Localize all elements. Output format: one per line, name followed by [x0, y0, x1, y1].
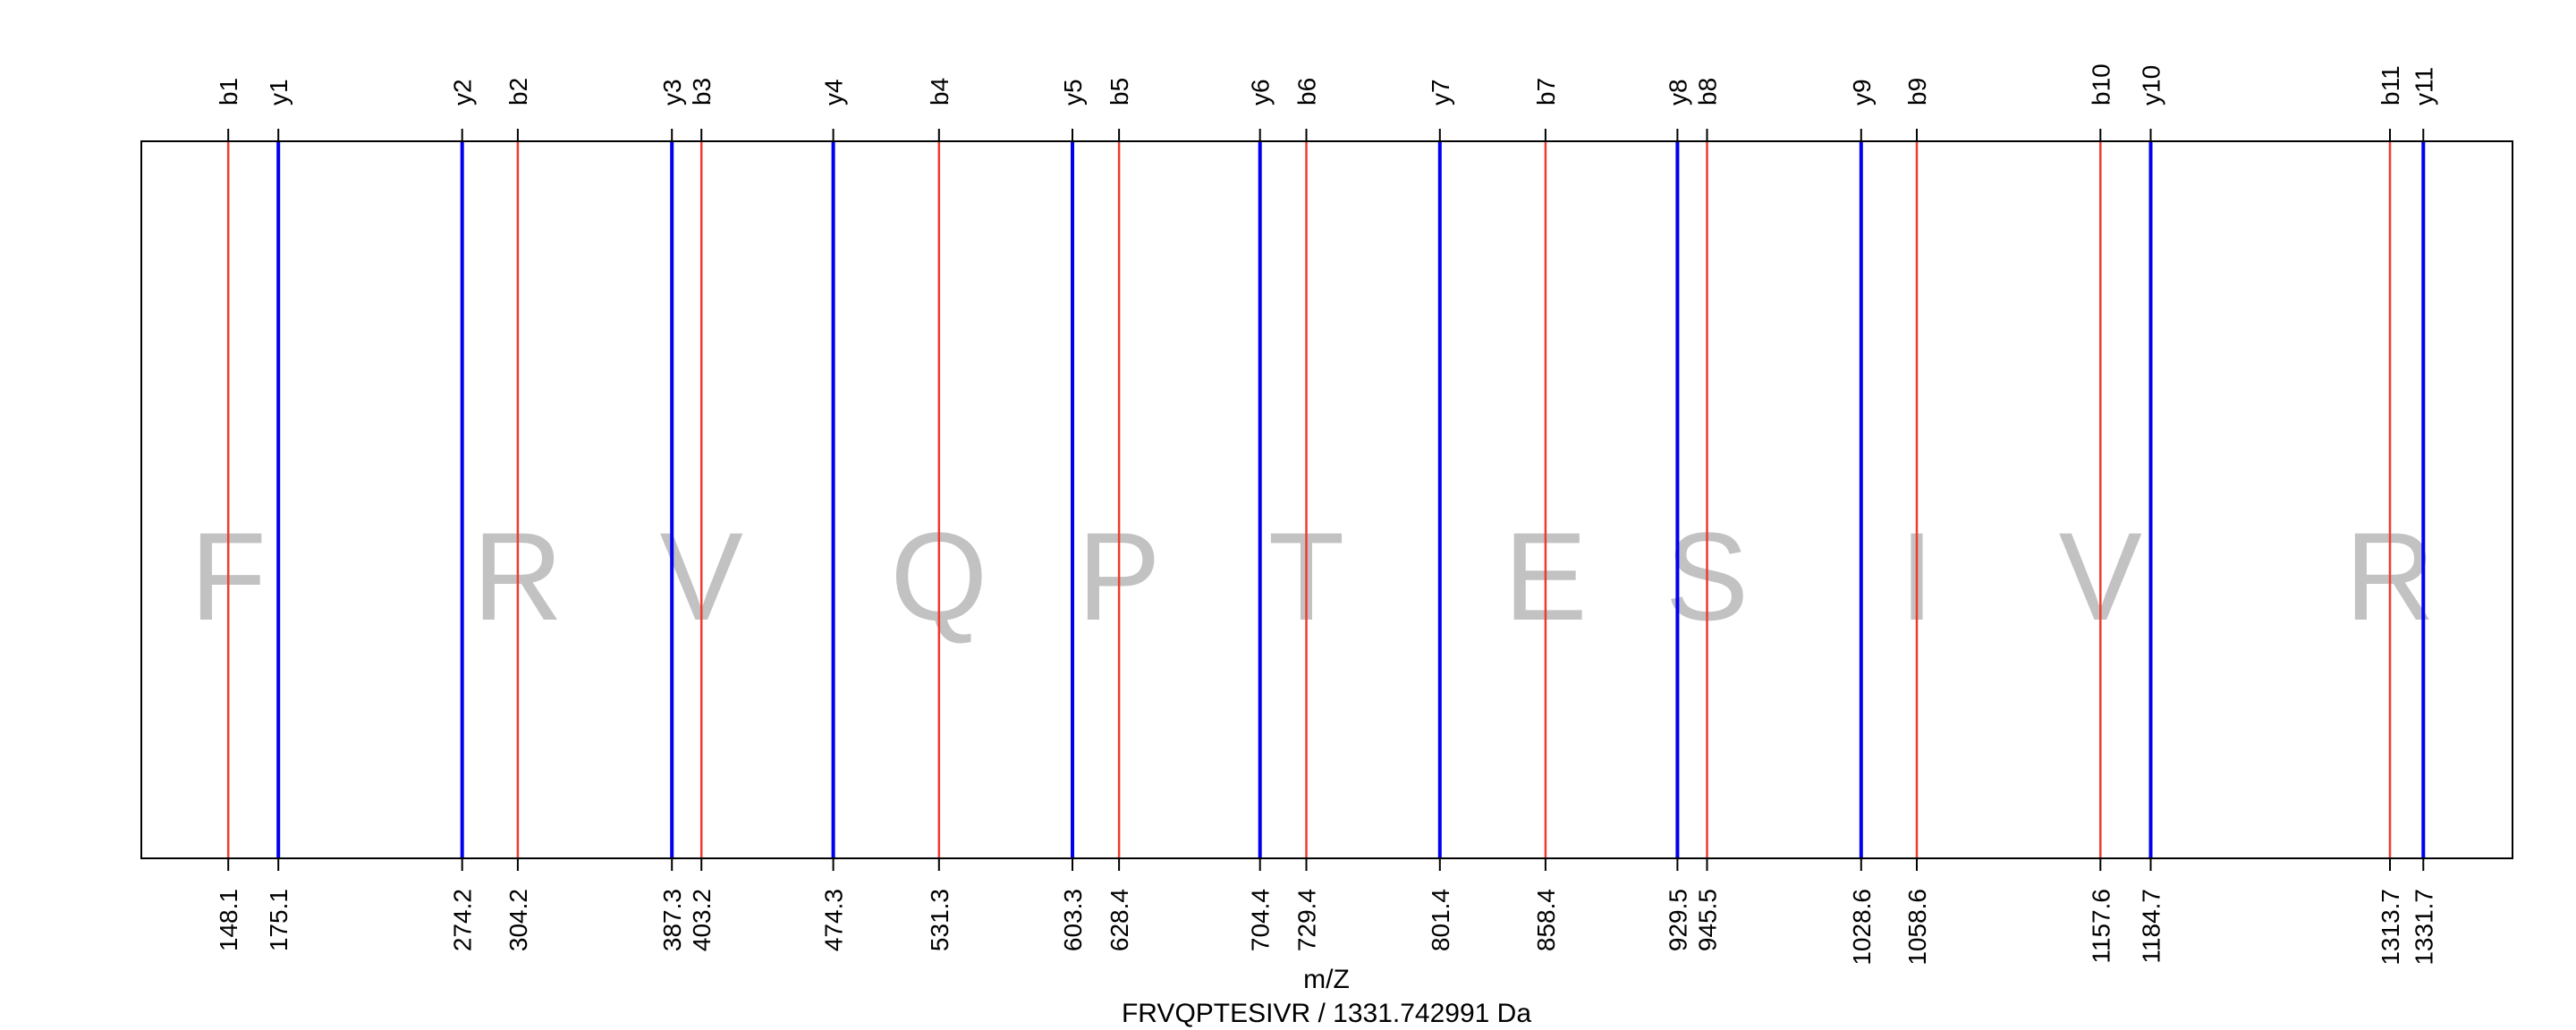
mz-tick-label: 274.2: [449, 889, 477, 951]
mz-tick-label: 387.3: [658, 889, 686, 951]
ion-name-label: y3: [658, 79, 686, 106]
mz-tick-label: 729.4: [1293, 889, 1321, 951]
ion-name-label: b4: [926, 78, 953, 106]
mz-tick-label: 1331.7: [2410, 889, 2437, 966]
ion-name-label: b10: [2087, 63, 2114, 106]
ion-name-label: b11: [2377, 65, 2404, 106]
mz-tick-label: 603.3: [1059, 889, 1087, 951]
ticks: b1 148.1 y1 175.1 y2 274.2 b2 304.2 y3 387.3 b3 403…: [215, 63, 2437, 965]
mz-tick-label: 704.4: [1247, 889, 1275, 951]
mz-tick-label: 1157.6: [2087, 889, 2114, 964]
ion-name-label: b6: [1293, 78, 1321, 106]
mz-tick-label: 801.4: [1427, 889, 1454, 951]
ion-name-label: y6: [1247, 79, 1275, 106]
ion-name-label: y8: [1664, 79, 1691, 106]
mz-tick-label: 1313.7: [2377, 889, 2404, 966]
ion-name-label: b8: [1694, 78, 1722, 106]
plot-frame: [140, 140, 2513, 859]
chart-title: FRVQPTESIVR / 1331.742991 Da: [1122, 999, 1531, 1028]
mz-tick-label: 1184.7: [2138, 889, 2165, 964]
mz-tick-label: 929.5: [1664, 889, 1691, 951]
ion-name-label: b5: [1106, 78, 1133, 106]
mz-tick-label: 858.4: [1532, 889, 1560, 951]
mz-tick-label: 945.5: [1694, 889, 1722, 951]
mz-tick-label: 148.1: [215, 889, 242, 951]
mz-tick-label: 1058.6: [1903, 889, 1931, 966]
ion-name-label: b2: [504, 78, 532, 106]
ion-name-label: y2: [449, 79, 477, 106]
mz-tick-label: 403.2: [688, 889, 716, 951]
mz-tick-label: 531.3: [926, 889, 953, 951]
ion-name-label: y4: [820, 79, 848, 106]
mz-tick-label: 304.2: [504, 889, 532, 951]
ion-name-label: b9: [1903, 78, 1931, 106]
ion-lines: [226, 141, 2426, 858]
mz-tick-label: 1028.6: [1848, 889, 1876, 966]
x-axis-title: m/Z: [1303, 965, 1350, 994]
mz-tick-label: 175.1: [265, 889, 292, 951]
ion-name-label: y9: [1848, 79, 1876, 106]
ion-name-label: y7: [1427, 79, 1454, 106]
ion-name-label: b7: [1532, 78, 1560, 106]
ion-name-label: y1: [265, 79, 292, 106]
ion-name-label: y11: [2410, 67, 2437, 106]
mz-tick-label: 474.3: [820, 889, 848, 951]
ion-name-label: y10: [2138, 65, 2165, 106]
ion-name-label: b1: [215, 78, 242, 106]
ion-name-label: b3: [688, 78, 716, 106]
mz-tick-label: 628.4: [1106, 889, 1133, 951]
ion-name-label: y5: [1059, 79, 1087, 106]
